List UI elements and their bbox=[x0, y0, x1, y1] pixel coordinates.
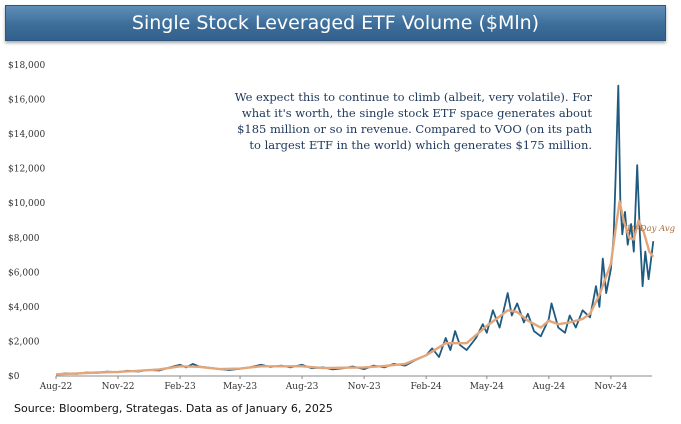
y-tick-label: $6,000 bbox=[8, 268, 40, 278]
x-tick-label: Aug-22 bbox=[39, 382, 73, 392]
annotation: We expect this to continue to climb (alb… bbox=[235, 90, 593, 152]
annotation-line: what it's worth, the single stock ETF sp… bbox=[242, 106, 592, 120]
x-tick-label: Nov-23 bbox=[348, 382, 381, 392]
y-tick-label: $0 bbox=[8, 372, 20, 382]
source-note: Source: Bloomberg, Strategas. Data as of… bbox=[14, 402, 333, 415]
y-tick-label: $4,000 bbox=[8, 303, 40, 313]
annotation-line: $185 million or so in revenue. Compared … bbox=[237, 122, 593, 136]
avg-series-label: 10-Day Avg bbox=[626, 224, 676, 234]
y-tick-label: $14,000 bbox=[8, 130, 45, 140]
x-tick-label: Aug-24 bbox=[532, 382, 566, 392]
series-layer: 10-Day Avg bbox=[55, 84, 676, 376]
x-axis: Aug-22 Nov-22 Feb-23 May-23 Aug-23 Nov-23 Feb-… bbox=[39, 375, 652, 392]
y-tick-label: $12,000 bbox=[8, 165, 45, 175]
x-tick-label: Aug-23 bbox=[285, 382, 319, 392]
y-tick-label: $2,000 bbox=[8, 337, 40, 347]
x-tick-label: Nov-22 bbox=[102, 382, 135, 392]
x-tick-label: May-23 bbox=[223, 382, 257, 392]
y-axis: $18,000 $16,000 $14,000 $12,000 $10,000 $8,00… bbox=[8, 61, 45, 382]
y-tick-label: $10,000 bbox=[8, 199, 45, 209]
x-tick-label: Feb-23 bbox=[164, 382, 196, 392]
x-tick-label: May-24 bbox=[470, 382, 504, 392]
y-tick-label: $8,000 bbox=[8, 234, 40, 244]
y-tick-label: $18,000 bbox=[8, 61, 45, 71]
y-tick-label: $16,000 bbox=[8, 96, 45, 106]
x-tick-label: Nov-24 bbox=[594, 382, 627, 392]
avg-series-line bbox=[55, 200, 655, 376]
x-tick-label: Feb-24 bbox=[410, 382, 442, 392]
annotation-line: We expect this to continue to climb (alb… bbox=[235, 90, 593, 104]
annotation-line: to largest ETF in the world) which gener… bbox=[249, 138, 592, 152]
chart-title: Single Stock Leveraged ETF Volume ($Mln) bbox=[5, 5, 666, 41]
